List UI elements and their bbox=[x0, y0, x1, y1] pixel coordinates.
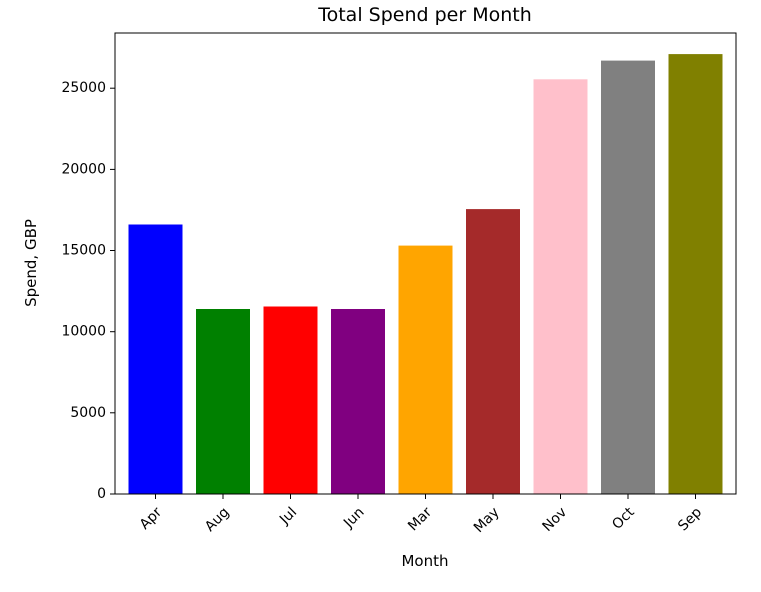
x-axis-ticks: Apr Aug Jul Jun Mar May Nov Oct Sep bbox=[137, 494, 705, 536]
bar-may bbox=[466, 209, 520, 494]
y-tick-label: 10000 bbox=[61, 324, 106, 340]
x-axis-title: Month bbox=[401, 552, 448, 570]
bars-group bbox=[128, 54, 723, 495]
x-tick-label: Sep bbox=[675, 504, 705, 534]
y-tick-label: 0 bbox=[97, 486, 106, 502]
bar-mar bbox=[398, 245, 453, 494]
y-axis-title: Spend, GBP bbox=[22, 219, 40, 307]
x-tick-label: Oct bbox=[609, 504, 638, 533]
bar-oct bbox=[601, 60, 655, 494]
bar-jun bbox=[331, 309, 385, 494]
x-tick-label: Apr bbox=[137, 504, 166, 533]
y-tick-label: 5000 bbox=[70, 405, 106, 421]
bar-jul bbox=[263, 306, 318, 494]
x-tick-label: Nov bbox=[540, 504, 571, 535]
chart-title: Total Spend per Month bbox=[317, 4, 532, 26]
x-tick-label: Mar bbox=[405, 504, 435, 534]
bar-aug bbox=[196, 309, 250, 494]
plot-frame bbox=[114, 32, 737, 495]
y-tick-label: 20000 bbox=[61, 161, 106, 177]
bar-nov bbox=[533, 79, 588, 495]
y-tick-label: 25000 bbox=[61, 80, 106, 96]
bar-sep bbox=[668, 54, 723, 494]
x-tick-label: Jul bbox=[276, 504, 300, 528]
bar-apr bbox=[128, 224, 183, 494]
y-axis-ticks: 0 5000 10000 15000 20000 25000 bbox=[61, 80, 115, 502]
y-tick-label: 15000 bbox=[61, 243, 106, 259]
x-tick-label: May bbox=[471, 504, 503, 536]
x-tick-label: Aug bbox=[202, 504, 233, 535]
x-tick-label: Jun bbox=[340, 504, 367, 531]
